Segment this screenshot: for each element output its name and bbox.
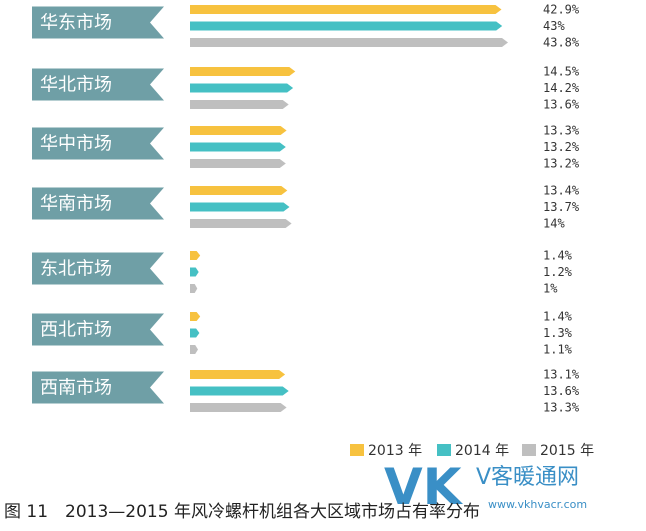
region-label: 华中市场 xyxy=(40,134,112,155)
data-label: 1% xyxy=(543,282,558,296)
region-label: 西南市场 xyxy=(40,378,112,399)
data-label: 1.2% xyxy=(543,265,573,279)
region-label-ribbon xyxy=(32,68,164,101)
data-label: 13.6% xyxy=(543,98,580,112)
data-label: 43% xyxy=(543,19,565,33)
legend-swatch xyxy=(437,444,451,456)
data-label: 13.2% xyxy=(543,157,580,171)
bar xyxy=(190,370,286,379)
data-label: 1.4% xyxy=(543,249,573,263)
bar xyxy=(190,159,286,168)
bar xyxy=(190,21,503,31)
data-label: 14.2% xyxy=(543,81,580,95)
bar xyxy=(190,284,198,293)
data-label: 14% xyxy=(543,217,565,231)
data-label: 1.3% xyxy=(543,326,573,340)
data-label: 42.9% xyxy=(543,3,580,17)
legend: 2013 年 2014 年 2015 年 xyxy=(350,443,594,459)
bar xyxy=(190,267,199,277)
bar xyxy=(190,345,198,354)
bar xyxy=(190,5,502,14)
data-label: 13.7% xyxy=(543,200,580,214)
watermark-brand: VK xyxy=(384,458,464,514)
bar xyxy=(190,328,200,338)
legend-swatch xyxy=(522,444,536,456)
bar xyxy=(190,83,294,93)
data-label: 13.3% xyxy=(543,124,580,138)
bar xyxy=(190,142,286,152)
region-label: 东北市场 xyxy=(40,259,112,280)
region-label: 华东市场 xyxy=(40,13,112,34)
watermark-side-text: V客暖通网 xyxy=(476,465,579,490)
bar xyxy=(190,202,290,212)
bar xyxy=(190,403,287,412)
region-label-ribbon xyxy=(32,252,164,285)
bar xyxy=(190,312,201,321)
legend-swatch xyxy=(350,444,364,456)
data-label: 14.5% xyxy=(543,65,580,79)
bar xyxy=(190,251,201,260)
data-label: 13.1% xyxy=(543,368,580,382)
data-label: 13.3% xyxy=(543,401,580,415)
watermark-logo: VK V客暖通网 www.vkhvacr.com xyxy=(384,458,587,514)
data-label: 1.4% xyxy=(543,310,573,324)
region-label: 华南市场 xyxy=(40,194,112,215)
bar xyxy=(190,186,288,195)
region-label-ribbon xyxy=(32,187,164,220)
region-label-ribbon xyxy=(32,127,164,160)
legend-entry: 2013 年 xyxy=(368,443,422,459)
bars xyxy=(190,5,508,412)
data-label: 13.4% xyxy=(543,184,580,198)
legend-entry: 2015 年 xyxy=(540,443,594,459)
legend-entry: 2014 年 xyxy=(455,443,509,459)
data-label: 13.6% xyxy=(543,384,580,398)
region-label-ribbon xyxy=(32,313,164,346)
bar xyxy=(190,100,289,109)
region-label-ribbon xyxy=(32,371,164,404)
figure-caption: 图 11 2013—2015 年风冷螺杆机组各大区域市场占有率分布 xyxy=(4,502,480,522)
data-label: 43.8% xyxy=(543,36,580,50)
bar xyxy=(190,126,287,135)
data-label: 13.2% xyxy=(543,140,580,154)
data-label: 1.1% xyxy=(543,343,573,357)
region-label: 西北市场 xyxy=(40,320,112,341)
value-labels: 42.9% 43% 43.8% 14.5% 14.2% 13.6% 13.3% 13.2% 13… xyxy=(543,3,580,415)
bar xyxy=(190,67,296,76)
watermark-url: www.vkhvacr.com xyxy=(488,498,587,511)
bar xyxy=(190,386,289,396)
region-label: 华北市场 xyxy=(40,75,112,96)
bar xyxy=(190,38,508,47)
bar xyxy=(190,219,292,228)
region-label-ribbon xyxy=(32,6,164,39)
